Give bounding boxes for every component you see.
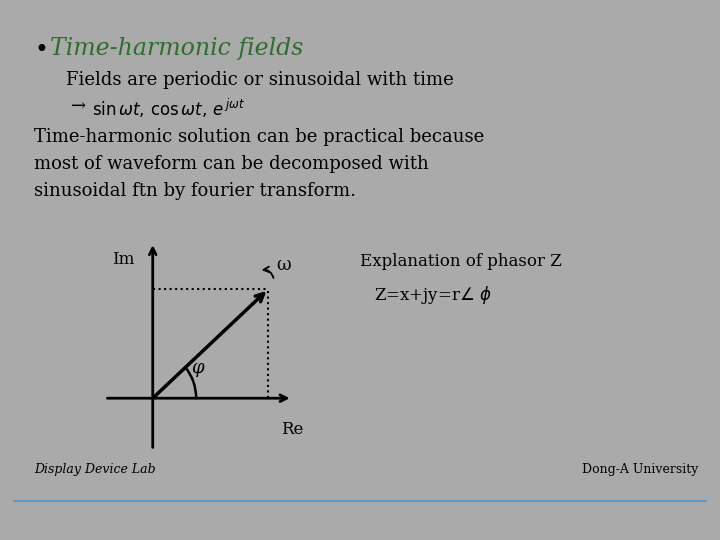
- Text: Explanation of phasor Z: Explanation of phasor Z: [360, 253, 562, 269]
- Text: ω: ω: [276, 256, 291, 274]
- Text: →: →: [71, 97, 86, 114]
- Text: Time-harmonic solution can be practical because: Time-harmonic solution can be practical …: [34, 128, 485, 146]
- Text: •: •: [34, 39, 48, 63]
- Text: φ: φ: [192, 360, 204, 377]
- Text: most of waveform can be decomposed with: most of waveform can be decomposed with: [34, 155, 429, 173]
- Text: Display Device Lab: Display Device Lab: [34, 463, 156, 476]
- Text: Im: Im: [112, 251, 135, 268]
- Text: Fields are periodic or sinusoidal with time: Fields are periodic or sinusoidal with t…: [66, 71, 454, 89]
- Text: $\sin\omega t,\,\cos\omega t,\,e^{\,j\omega t}$: $\sin\omega t,\,\cos\omega t,\,e^{\,j\om…: [92, 97, 246, 120]
- Text: Z=x+jy=r$\angle$ $\phi$: Z=x+jy=r$\angle$ $\phi$: [374, 284, 492, 306]
- Text: Time-harmonic fields: Time-harmonic fields: [50, 37, 303, 60]
- Text: sinusoidal ftn by fourier transform.: sinusoidal ftn by fourier transform.: [34, 182, 356, 200]
- Text: Re: Re: [281, 421, 303, 438]
- Text: Dong-A University: Dong-A University: [582, 463, 698, 476]
